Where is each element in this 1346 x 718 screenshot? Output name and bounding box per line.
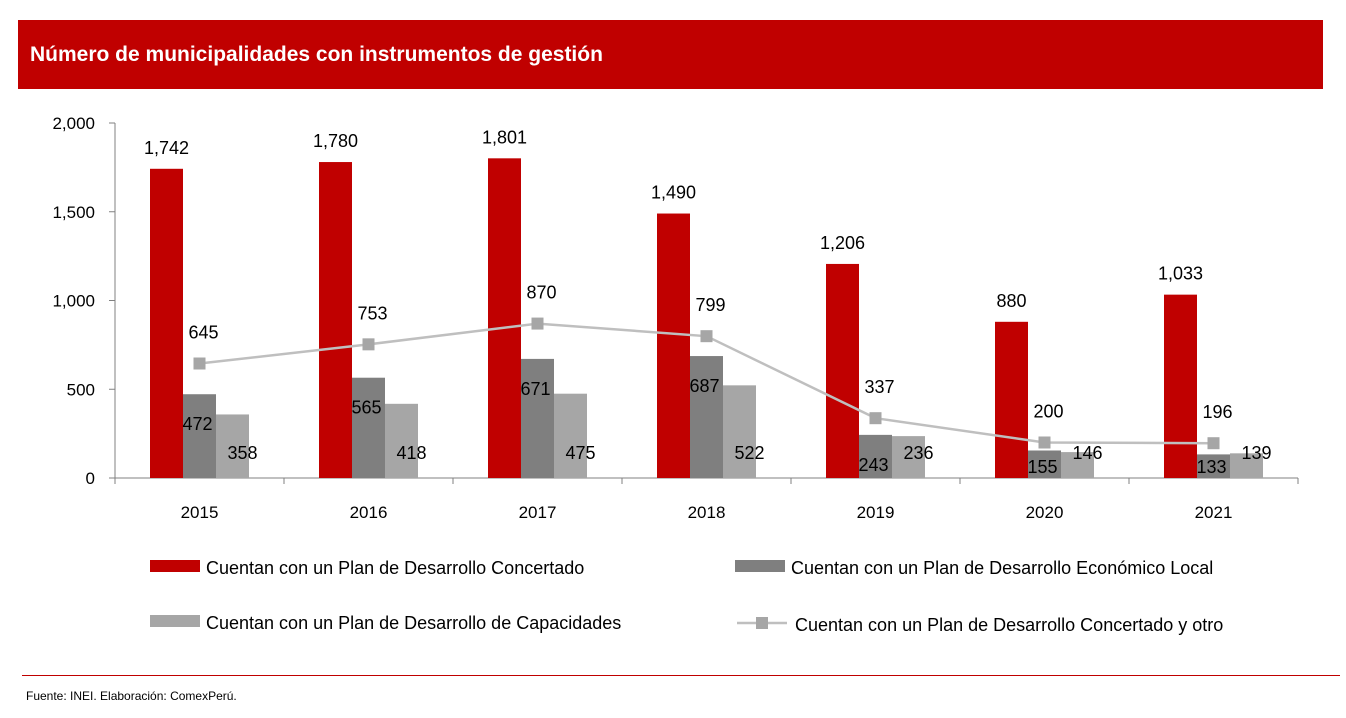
bar-plan-concertado: [1164, 294, 1197, 478]
data-label-plan-capacidades: 418: [396, 443, 426, 463]
data-label-plan-concertado-y-otro: 870: [526, 283, 556, 303]
x-tick-label: 2016: [350, 503, 388, 522]
bar-plan-economico-local: [352, 377, 385, 478]
data-label-plan-concertado: 880: [996, 291, 1026, 311]
legend-plan-economico-local-label: Cuentan con un Plan de Desarrollo Económ…: [791, 558, 1213, 578]
data-label-plan-economico-local: 243: [858, 455, 888, 475]
bar-plan-economico-local: [1197, 454, 1230, 478]
data-label-plan-concertado: 1,742: [144, 138, 189, 158]
data-label-plan-concertado-y-otro: 799: [695, 295, 725, 315]
data-label-plan-economico-local: 155: [1027, 457, 1057, 477]
line-marker: [1207, 437, 1220, 450]
data-label-plan-concertado: 1,490: [651, 183, 696, 203]
data-label-plan-capacidades: 146: [1072, 443, 1102, 463]
data-label-plan-economico-local: 687: [689, 376, 719, 396]
x-tick-label: 2015: [181, 503, 219, 522]
y-tick-label: 1,000: [52, 292, 95, 311]
x-tick-label: 2019: [857, 503, 895, 522]
bar-plan-concertado: [319, 162, 352, 479]
data-label-plan-concertado-y-otro: 753: [357, 303, 387, 323]
legend-plan-capacidades-label: Cuentan con un Plan de Desarrollo de Cap…: [206, 613, 621, 633]
line-marker: [700, 330, 713, 343]
y-tick-label: 0: [86, 469, 95, 488]
legend-plan-concertado-y-otro-marker: [756, 617, 768, 629]
bar-plan-concertado: [826, 263, 859, 478]
line-marker: [193, 357, 206, 370]
data-label-plan-concertado: 1,033: [1158, 264, 1203, 284]
data-label-plan-concertado: 1,780: [313, 131, 358, 151]
legend-plan-economico-local-swatch: [735, 560, 785, 572]
source-note: Fuente: INEI. Elaboración: ComexPerú.: [26, 689, 237, 703]
y-tick-label: 1,500: [52, 203, 95, 222]
bar-plan-capacidades: [1230, 453, 1263, 478]
data-label-plan-concertado: 1,206: [820, 233, 865, 253]
data-label-plan-capacidades: 236: [903, 443, 933, 463]
bar-plan-concertado: [657, 213, 690, 478]
data-label-plan-concertado: 1,801: [482, 127, 527, 147]
line-marker: [869, 412, 882, 425]
data-label-plan-concertado-y-otro: 196: [1202, 402, 1232, 422]
data-label-plan-economico-local: 133: [1196, 457, 1226, 477]
x-tick-label: 2021: [1195, 503, 1233, 522]
bar-plan-concertado: [150, 168, 183, 479]
bar-plan-economico-local: [521, 358, 554, 478]
line-marker: [1038, 436, 1051, 449]
bar-plan-economico-local: [1028, 450, 1061, 478]
legend-plan-concertado-swatch: [150, 560, 200, 572]
footer-divider: [22, 675, 1340, 676]
bar-plan-capacidades: [554, 393, 587, 478]
chart-title: Número de municipalidades con instrument…: [30, 43, 603, 66]
y-tick-label: 2,000: [52, 114, 95, 133]
bar-plan-capacidades: [892, 436, 925, 478]
x-tick-label: 2017: [519, 503, 557, 522]
line-marker: [362, 338, 375, 351]
bar-plan-concertado: [488, 158, 521, 478]
data-label-plan-concertado-y-otro: 337: [864, 377, 894, 397]
data-label-plan-concertado-y-otro: 200: [1033, 402, 1063, 422]
legend-plan-capacidades-swatch: [150, 615, 200, 627]
line-marker: [531, 317, 544, 330]
data-label-plan-capacidades: 358: [227, 443, 257, 463]
data-label-plan-capacidades: 475: [565, 443, 595, 463]
legend-plan-concertado-y-otro-label: Cuentan con un Plan de Desarrollo Concer…: [795, 615, 1223, 635]
y-tick-label: 500: [67, 380, 95, 399]
bar-plan-economico-local: [690, 356, 723, 478]
bar-plan-economico-local: [183, 394, 216, 478]
data-label-plan-concertado-y-otro: 645: [188, 323, 218, 343]
data-label-plan-capacidades: 522: [734, 443, 764, 463]
bar-plan-capacidades: [1061, 452, 1094, 478]
bar-plan-capacidades: [723, 385, 756, 478]
legend-plan-concertado-label: Cuentan con un Plan de Desarrollo Concer…: [206, 558, 584, 578]
chart-header: Número de municipalidades con instrument…: [18, 20, 1323, 89]
bar-plan-capacidades: [385, 403, 418, 478]
x-tick-label: 2018: [688, 503, 726, 522]
data-label-plan-capacidades: 139: [1241, 443, 1271, 463]
bar-plan-capacidades: [216, 414, 249, 478]
bar-plan-economico-local: [859, 434, 892, 478]
data-label-plan-economico-local: 671: [520, 379, 550, 399]
bar-plan-concertado: [995, 321, 1028, 478]
x-tick-label: 2020: [1026, 503, 1064, 522]
data-label-plan-economico-local: 472: [182, 414, 212, 434]
data-label-plan-economico-local: 565: [351, 398, 381, 418]
